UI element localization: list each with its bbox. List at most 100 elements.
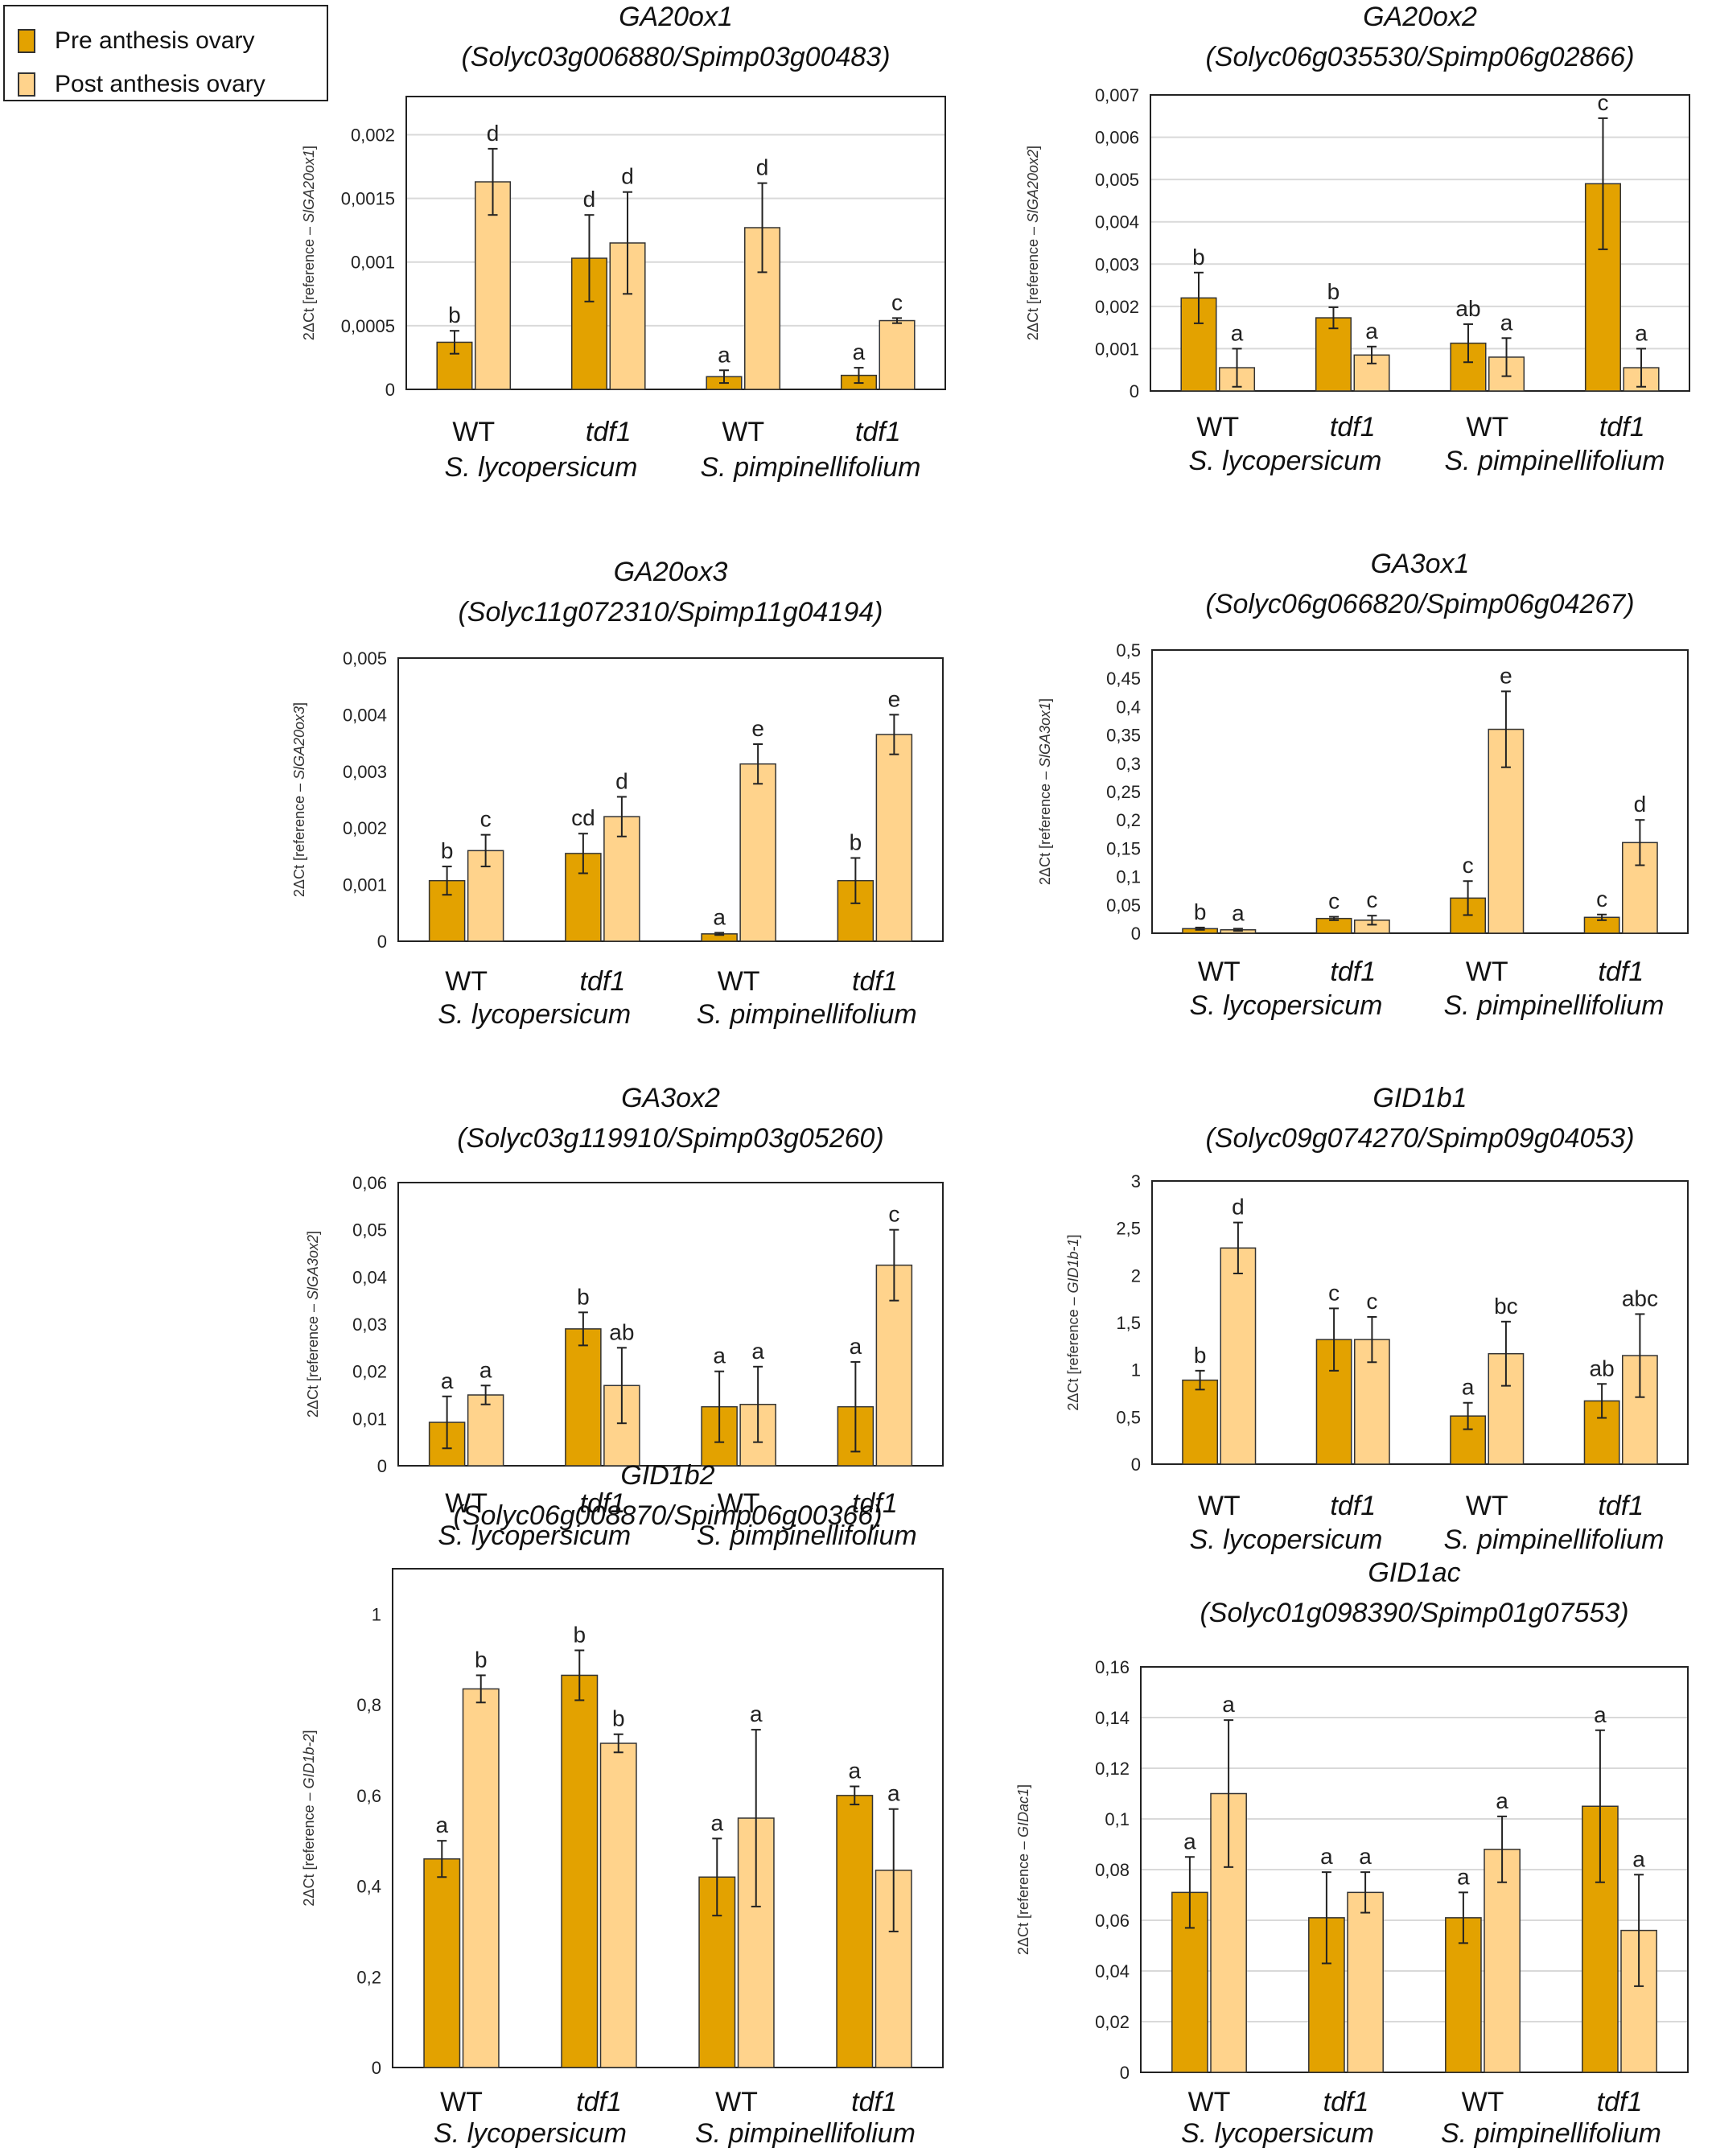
- significance-letter: a: [1457, 1864, 1470, 1889]
- significance-letter: a: [713, 904, 726, 929]
- legend-swatch-pre: [18, 29, 35, 53]
- y-tick-label: 0,08: [1095, 1860, 1130, 1880]
- significance-letter: a: [850, 1334, 862, 1359]
- y-tick-label: 0,003: [343, 762, 387, 782]
- chart-subtitle: (Solyc06g008870/Spimp06g00366): [453, 1500, 882, 1531]
- plot-frame: [392, 1568, 944, 2068]
- significance-letter: a: [848, 1759, 861, 1784]
- y-tick-label: 0,35: [1106, 726, 1141, 746]
- y-tick-label: 0,003: [1095, 254, 1139, 274]
- x-category-label: WT: [445, 1488, 488, 1519]
- chart-panel-1: GA20ox1 (Solyc03g006880/Spimp03g00483) 0 0,…: [301, 2, 946, 483]
- y-axis-label-suffix: ]: [1065, 1234, 1081, 1238]
- significance-letter: a: [479, 1357, 492, 1382]
- y-tick-label: 0,2: [1116, 810, 1141, 830]
- chart-panel-4: GA3ox1 (Solyc06g066820/Spimp06g04267) 0 0,0…: [1037, 549, 1689, 1021]
- significance-letter: d: [615, 768, 628, 793]
- significance-letter: a: [750, 1701, 763, 1726]
- y-tick-label: 0,25: [1106, 782, 1141, 802]
- y-axis-label-suffix: ]: [301, 146, 317, 150]
- x-category-label: WT: [1188, 2087, 1231, 2117]
- x-category-label: WT: [445, 966, 488, 997]
- significance-letter: b: [1194, 1343, 1207, 1368]
- bar: [1220, 1247, 1257, 1465]
- significance-letter: b: [1327, 279, 1340, 304]
- significance-letter: ab: [609, 1319, 634, 1344]
- y-tick-label: 0,007: [1095, 85, 1139, 105]
- y-tick-label: 1,5: [1116, 1313, 1141, 1333]
- bar: [875, 734, 913, 942]
- significance-letter: a: [1632, 1846, 1645, 1871]
- y-tick-label: 0,05: [352, 1220, 387, 1241]
- bar: [565, 1328, 602, 1467]
- species-label: S. pimpinellifolium: [1444, 1524, 1665, 1555]
- significance-letter: c: [1366, 1289, 1377, 1314]
- plot-frame: [397, 657, 944, 942]
- bar: [1488, 1352, 1525, 1465]
- bar: [879, 319, 916, 390]
- significance-letter: c: [1463, 853, 1474, 878]
- x-category-label: WT: [1466, 1491, 1508, 1521]
- species-label: S. pimpinellifolium: [701, 452, 921, 483]
- chart-title: GID1b2: [620, 1460, 714, 1491]
- y-tick-label: 0,15: [1106, 838, 1141, 858]
- x-category-label: tdf1: [1330, 1491, 1376, 1521]
- significance-letter: b: [448, 302, 461, 327]
- significance-letter: a: [1365, 319, 1378, 344]
- x-category-label: tdf1: [1330, 412, 1376, 442]
- bar: [561, 1674, 599, 2068]
- significance-letter: a: [887, 1781, 900, 1806]
- significance-letter: c: [1366, 887, 1377, 912]
- y-axis-label: 2ΔCt [reference – SlGA20ox1]: [301, 146, 317, 340]
- species-label: S. pimpinellifolium: [697, 999, 917, 1030]
- y-tick-label: 0,5: [1116, 640, 1141, 660]
- y-tick-label: 0,16: [1095, 1657, 1130, 1677]
- y-tick-label: 0,0005: [341, 316, 395, 336]
- y-tick-label: 0: [372, 2058, 381, 2078]
- significance-letter: c: [888, 1202, 899, 1227]
- x-category-label: WT: [1462, 2087, 1504, 2117]
- y-axis-label-gene: SlGA20ox1: [301, 150, 317, 223]
- significance-letter: a: [1500, 310, 1513, 335]
- bar: [603, 816, 640, 942]
- x-category-label: WT: [1466, 957, 1508, 987]
- y-tick-label: 2: [1131, 1265, 1141, 1286]
- y-axis-label-gene: GID1b-1: [1065, 1238, 1081, 1293]
- species-label: S. lycopersicum: [1190, 990, 1383, 1021]
- significance-letter: e: [751, 716, 764, 741]
- y-tick-label: 0,04: [352, 1267, 387, 1287]
- y-axis-label-gene: SlGA3ox2: [305, 1235, 321, 1300]
- y-tick-label: 0,005: [343, 648, 387, 669]
- significance-letter: a: [710, 1810, 723, 1835]
- species-label: S. lycopersicum: [438, 1520, 631, 1551]
- plot-frame: [1151, 1180, 1689, 1465]
- plot-frame: [1150, 94, 1690, 392]
- x-category-label: WT: [452, 417, 495, 447]
- chart-title: GID1ac: [1368, 1557, 1460, 1588]
- x-category-label: tdf1: [580, 966, 626, 997]
- y-tick-label: 0,4: [1116, 697, 1141, 717]
- x-category-label: tdf1: [1597, 2087, 1643, 2117]
- species-label: S. lycopersicum: [445, 452, 638, 483]
- y-tick-label: 0,002: [343, 818, 387, 838]
- y-axis-label-gene: SlGA3ox1: [1037, 702, 1053, 767]
- x-category-label: WT: [722, 417, 764, 447]
- x-category-label: WT: [715, 2087, 758, 2117]
- chart-subtitle: (Solyc03g119910/Spimp03g05260): [457, 1123, 884, 1154]
- chart-subtitle: (Solyc03g006880/Spimp03g00483): [461, 42, 890, 72]
- y-axis-label: 2ΔCt [reference – SlGA20ox2]: [1025, 146, 1041, 340]
- significance-letter: e: [888, 686, 901, 711]
- bar: [1182, 1379, 1218, 1465]
- y-tick-label: 0,005: [1095, 170, 1139, 190]
- significance-letter: d: [1232, 1195, 1245, 1220]
- y-tick-label: 0: [1131, 924, 1141, 944]
- species-label: S. lycopersicum: [1189, 446, 1382, 476]
- y-tick-label: 0: [1120, 2063, 1130, 2083]
- x-category-label: tdf1: [851, 2087, 897, 2117]
- legend-label-pre: Pre anthesis ovary: [55, 27, 255, 54]
- y-axis-label: 2ΔCt [reference – SlGA3ox2]: [305, 1231, 321, 1417]
- x-category-label: WT: [440, 2087, 483, 2117]
- bar: [836, 1795, 874, 2068]
- significance-letter: d: [756, 155, 769, 180]
